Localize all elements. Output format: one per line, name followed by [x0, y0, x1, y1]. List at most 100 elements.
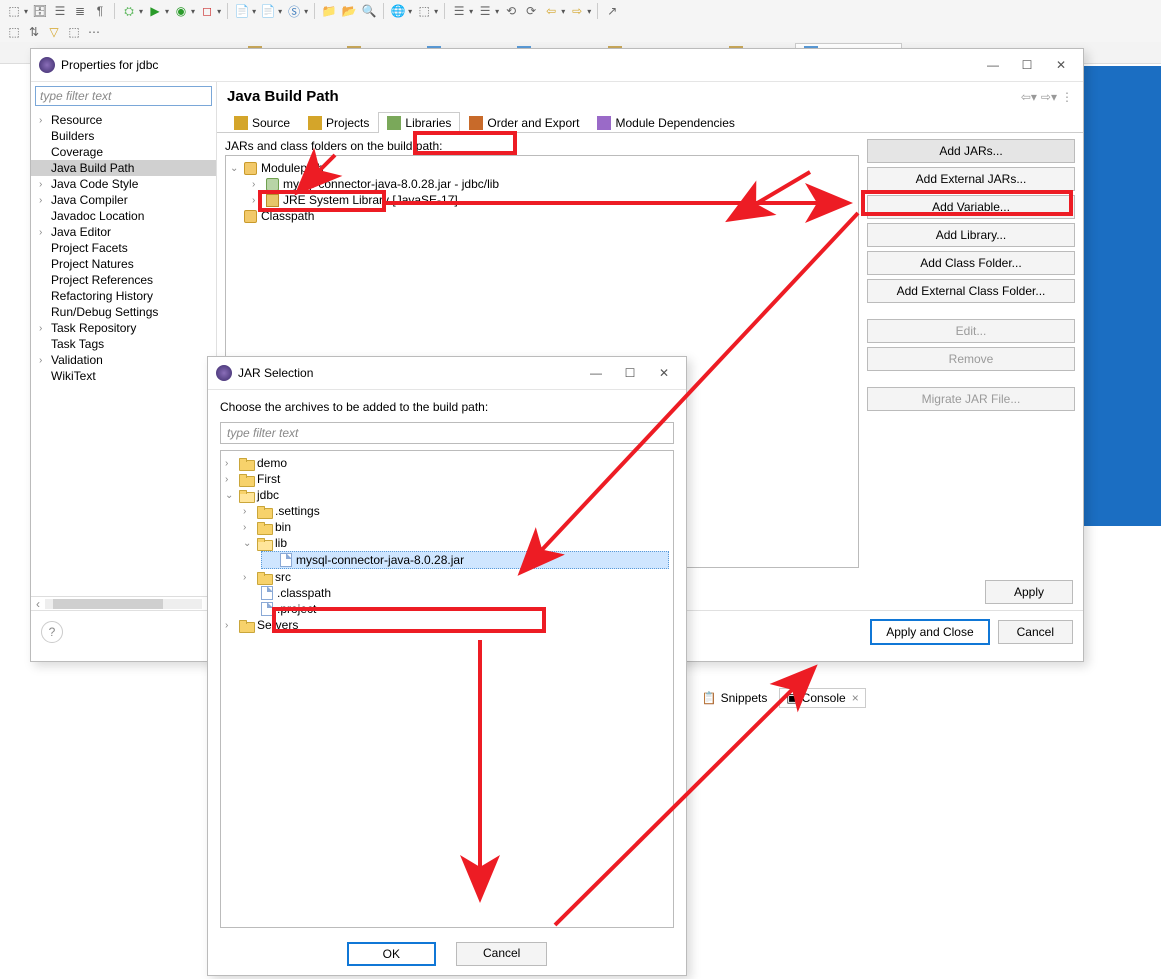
category-row[interactable]: Builders [31, 128, 216, 144]
apply-button[interactable]: Apply [985, 580, 1073, 604]
nav-back-icon[interactable]: ⇦ [543, 3, 559, 19]
tree-row[interactable]: ›demo [225, 455, 669, 471]
maximize-icon[interactable]: ☐ [1013, 55, 1041, 75]
add-variable-button[interactable]: Add Variable... [867, 195, 1075, 219]
tab-libraries[interactable]: Libraries [378, 112, 460, 133]
tree-row[interactable]: ›bin [225, 519, 669, 535]
tree-row[interactable]: ›.settings [225, 503, 669, 519]
tb-icon[interactable]: ≣ [72, 3, 88, 19]
stop-icon[interactable]: ◻ [199, 3, 215, 19]
view-tab-console[interactable]: ▣Console× [779, 688, 865, 708]
filter-input[interactable]: type filter text [220, 422, 674, 444]
tree-row[interactable]: ›src [225, 569, 669, 585]
category-row[interactable]: Coverage [31, 144, 216, 160]
category-row[interactable]: Project References [31, 272, 216, 288]
tb-icon[interactable]: ↗ [604, 3, 620, 19]
category-row[interactable]: ›Validation [31, 352, 216, 368]
category-row[interactable]: ›Java Compiler [31, 192, 216, 208]
debug-icon[interactable]: ⛭ [121, 3, 137, 19]
titlebar[interactable]: Properties for jdbc — ☐ ✕ [31, 49, 1083, 82]
tb-icon[interactable]: ⬚ [6, 3, 22, 19]
titlebar[interactable]: JAR Selection — ☐ ✕ [208, 357, 686, 390]
tab-order[interactable]: Order and Export [460, 112, 588, 133]
tb-icon[interactable]: ▽ [46, 24, 62, 40]
tb-icon[interactable]: ⬚ [416, 3, 432, 19]
fwd-icon[interactable]: ⇨▾ [1041, 90, 1057, 104]
ok-button[interactable]: OK [347, 942, 436, 966]
category-row[interactable]: Task Tags [31, 336, 216, 352]
tree-row[interactable]: .classpath [225, 585, 669, 601]
tb-icon[interactable]: 🌐 [390, 3, 406, 19]
add-class-folder-button[interactable]: Add Class Folder... [867, 251, 1075, 275]
tb-icon[interactable]: ⬚ [6, 24, 22, 40]
run-icon[interactable]: ▶ [147, 3, 163, 19]
tb-icon[interactable]: 📄 [234, 3, 250, 19]
category-row[interactable]: ›Resource [31, 112, 216, 128]
tb-icon[interactable]: Ⓢ [286, 3, 302, 19]
category-row[interactable]: Project Facets [31, 240, 216, 256]
filter-input[interactable]: type filter text [35, 86, 212, 106]
tb-icon[interactable]: ⋯ [86, 24, 102, 40]
tab-module-deps[interactable]: Module Dependencies [588, 112, 743, 133]
menu-icon[interactable]: ⋮ [1061, 90, 1073, 104]
tree-row[interactable]: ⌄lib [225, 535, 669, 551]
tree-row[interactable]: ⌄jdbc [225, 487, 669, 503]
search-icon[interactable]: 🔍 [361, 3, 377, 19]
category-row[interactable]: WikiText [31, 368, 216, 384]
category-row[interactable]: ›Task Repository [31, 320, 216, 336]
tree-row-modulepath[interactable]: ⌄Modulepath [230, 160, 854, 176]
add-external-class-folder-button[interactable]: Add External Class Folder... [867, 279, 1075, 303]
tb-icon[interactable]: ⇅ [26, 24, 42, 40]
tb-icon[interactable]: ☰ [52, 3, 68, 19]
tree-row-jar[interactable]: ›mysql-connector-java-8.0.28.jar - jdbc/… [230, 176, 854, 192]
tb-icon[interactable]: ☰ [477, 3, 493, 19]
cancel-button[interactable]: Cancel [456, 942, 547, 966]
tree-row-jre[interactable]: ›JRE System Library [JavaSE-17] [230, 192, 854, 208]
edit-button: Edit... [867, 319, 1075, 343]
tree-row[interactable]: ›First [225, 471, 669, 487]
tree-row-selected-jar[interactable]: mysql-connector-java-8.0.28.jar [261, 551, 669, 569]
maximize-icon[interactable]: ☐ [616, 363, 644, 383]
tb-icon[interactable]: 🗄 [32, 3, 48, 19]
add-library-button[interactable]: Add Library... [867, 223, 1075, 247]
close-icon[interactable]: ✕ [650, 363, 678, 383]
run-ext-icon[interactable]: ◉ [173, 3, 189, 19]
minimize-icon[interactable]: — [582, 363, 610, 383]
hscrollbar[interactable]: ‹ › [31, 596, 216, 610]
back-icon[interactable]: ⟲ [503, 3, 519, 19]
category-row[interactable]: ›Java Code Style [31, 176, 216, 192]
tab-projects[interactable]: Projects [299, 112, 378, 133]
jar-tree[interactable]: ›demo ›First ⌄jdbc ›.settings ›bin ⌄lib … [220, 450, 674, 928]
tree-row-classpath[interactable]: Classpath [230, 208, 854, 224]
tb-icon[interactable]: 📁 [321, 3, 337, 19]
category-tree[interactable]: ›ResourceBuildersCoverageJava Build Path… [31, 110, 216, 596]
category-row[interactable]: Run/Debug Settings [31, 304, 216, 320]
tb-icon[interactable]: ¶ [92, 3, 108, 19]
help-icon[interactable]: ? [41, 621, 63, 643]
nav-fwd-icon[interactable]: ⇨ [569, 3, 585, 19]
category-row[interactable]: Javadoc Location [31, 208, 216, 224]
close-icon[interactable]: × [852, 691, 859, 705]
category-row[interactable]: Project Natures [31, 256, 216, 272]
category-row[interactable]: ›Java Editor [31, 224, 216, 240]
cancel-button[interactable]: Cancel [998, 620, 1073, 644]
minimize-icon[interactable]: — [979, 55, 1007, 75]
tb-icon[interactable]: ☰ [451, 3, 467, 19]
add-external-jars-button[interactable]: Add External JARs... [867, 167, 1075, 191]
category-row[interactable]: Java Build Path [31, 160, 216, 176]
scroll-left-icon[interactable]: ‹ [31, 597, 45, 611]
category-row[interactable]: Refactoring History [31, 288, 216, 304]
apply-and-close-button[interactable]: Apply and Close [870, 619, 989, 645]
fwd-icon[interactable]: ⟳ [523, 3, 539, 19]
tree-row[interactable]: ›Servers [225, 617, 669, 633]
tree-row[interactable]: .project [225, 601, 669, 617]
tb-icon[interactable]: 📄 [260, 3, 276, 19]
back-icon[interactable]: ⇦▾ [1021, 90, 1037, 104]
tb-icon[interactable]: ⬚ [66, 24, 82, 40]
close-icon[interactable]: ✕ [1047, 55, 1075, 75]
tb-icon[interactable]: 📂 [341, 3, 357, 19]
eclipse-icon [216, 365, 232, 381]
add-jars-button[interactable]: Add JARs... [867, 139, 1075, 163]
tab-source[interactable]: Source [225, 112, 299, 133]
view-tab-snippets[interactable]: 📋Snippets [696, 689, 774, 707]
